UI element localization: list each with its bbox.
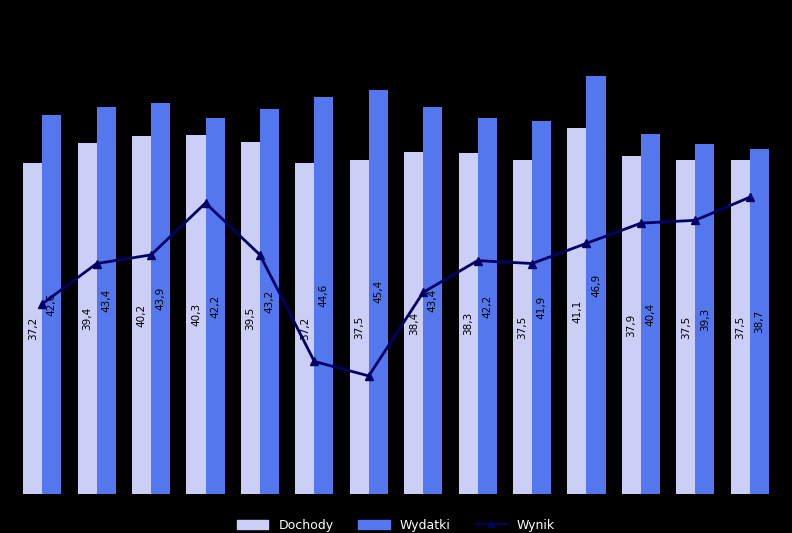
Text: 45,4: 45,4 — [373, 280, 383, 303]
Bar — [695, 144, 714, 494]
Bar — [260, 109, 279, 494]
Bar — [478, 118, 497, 494]
Bar — [186, 135, 206, 494]
Bar — [206, 118, 225, 494]
Text: 43,4: 43,4 — [101, 289, 111, 312]
Text: 43,2: 43,2 — [265, 290, 275, 313]
Text: 43,4: 43,4 — [428, 289, 438, 312]
Bar — [132, 136, 151, 494]
Bar — [513, 160, 532, 494]
Text: 42,6: 42,6 — [47, 293, 57, 316]
Text: 40,3: 40,3 — [191, 303, 201, 326]
Bar — [731, 160, 750, 494]
Text: 43,9: 43,9 — [155, 287, 166, 310]
Bar — [404, 152, 423, 494]
Bar — [423, 108, 442, 494]
Bar — [97, 108, 116, 494]
Bar — [622, 157, 641, 494]
Bar — [676, 160, 695, 494]
Text: 44,6: 44,6 — [319, 284, 329, 307]
Text: 42,2: 42,2 — [210, 295, 220, 318]
Legend: Dochody, Wydatki, Wynik: Dochody, Wydatki, Wynik — [232, 514, 560, 533]
Text: 37,2: 37,2 — [300, 317, 310, 340]
Text: 40,4: 40,4 — [645, 303, 656, 326]
Text: 38,7: 38,7 — [754, 310, 764, 333]
Bar — [750, 149, 769, 494]
Bar — [42, 115, 61, 494]
Text: 41,9: 41,9 — [536, 296, 546, 319]
Bar — [641, 134, 660, 494]
Text: 40,2: 40,2 — [136, 303, 147, 327]
Text: 39,3: 39,3 — [700, 308, 710, 330]
Text: 39,5: 39,5 — [246, 306, 256, 330]
Text: 38,4: 38,4 — [409, 311, 419, 335]
Text: 37,9: 37,9 — [626, 313, 637, 337]
Text: 37,2: 37,2 — [28, 317, 38, 340]
Text: 41,1: 41,1 — [572, 300, 582, 322]
Bar — [567, 128, 586, 494]
Text: 39,4: 39,4 — [82, 307, 92, 330]
Text: 38,3: 38,3 — [463, 312, 473, 335]
Bar — [532, 121, 551, 494]
Text: 37,5: 37,5 — [517, 316, 527, 338]
Bar — [78, 143, 97, 494]
Text: 42,2: 42,2 — [482, 295, 492, 318]
Bar — [23, 163, 42, 494]
Bar — [350, 160, 369, 494]
Text: 46,9: 46,9 — [591, 273, 601, 297]
Bar — [295, 163, 314, 494]
Bar — [314, 97, 333, 494]
Bar — [586, 76, 606, 494]
Text: 37,5: 37,5 — [735, 316, 745, 338]
Bar — [151, 103, 170, 494]
Text: 37,5: 37,5 — [354, 316, 364, 338]
Bar — [369, 90, 388, 494]
Bar — [459, 153, 478, 494]
Bar — [241, 142, 260, 494]
Text: 37,5: 37,5 — [681, 316, 691, 338]
